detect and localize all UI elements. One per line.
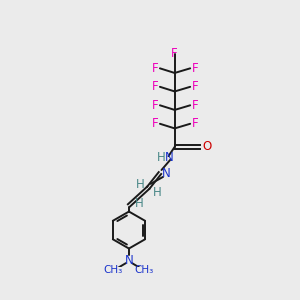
Text: O: O [202, 140, 212, 153]
Text: F: F [191, 80, 198, 93]
Text: H: H [157, 151, 166, 164]
Text: F: F [152, 117, 159, 130]
Text: F: F [191, 117, 198, 130]
Text: F: F [191, 99, 198, 112]
Text: H: H [136, 178, 145, 191]
Text: N: N [165, 151, 174, 164]
Text: F: F [191, 62, 198, 75]
Text: F: F [152, 80, 159, 93]
Text: F: F [152, 62, 159, 75]
Text: CH₃: CH₃ [135, 265, 154, 275]
Text: F: F [171, 47, 178, 60]
Text: F: F [152, 99, 159, 112]
Text: CH₃: CH₃ [104, 265, 123, 275]
Text: H: H [135, 197, 143, 210]
Text: N: N [124, 254, 133, 267]
Text: H: H [153, 186, 162, 199]
Text: N: N [162, 167, 170, 180]
